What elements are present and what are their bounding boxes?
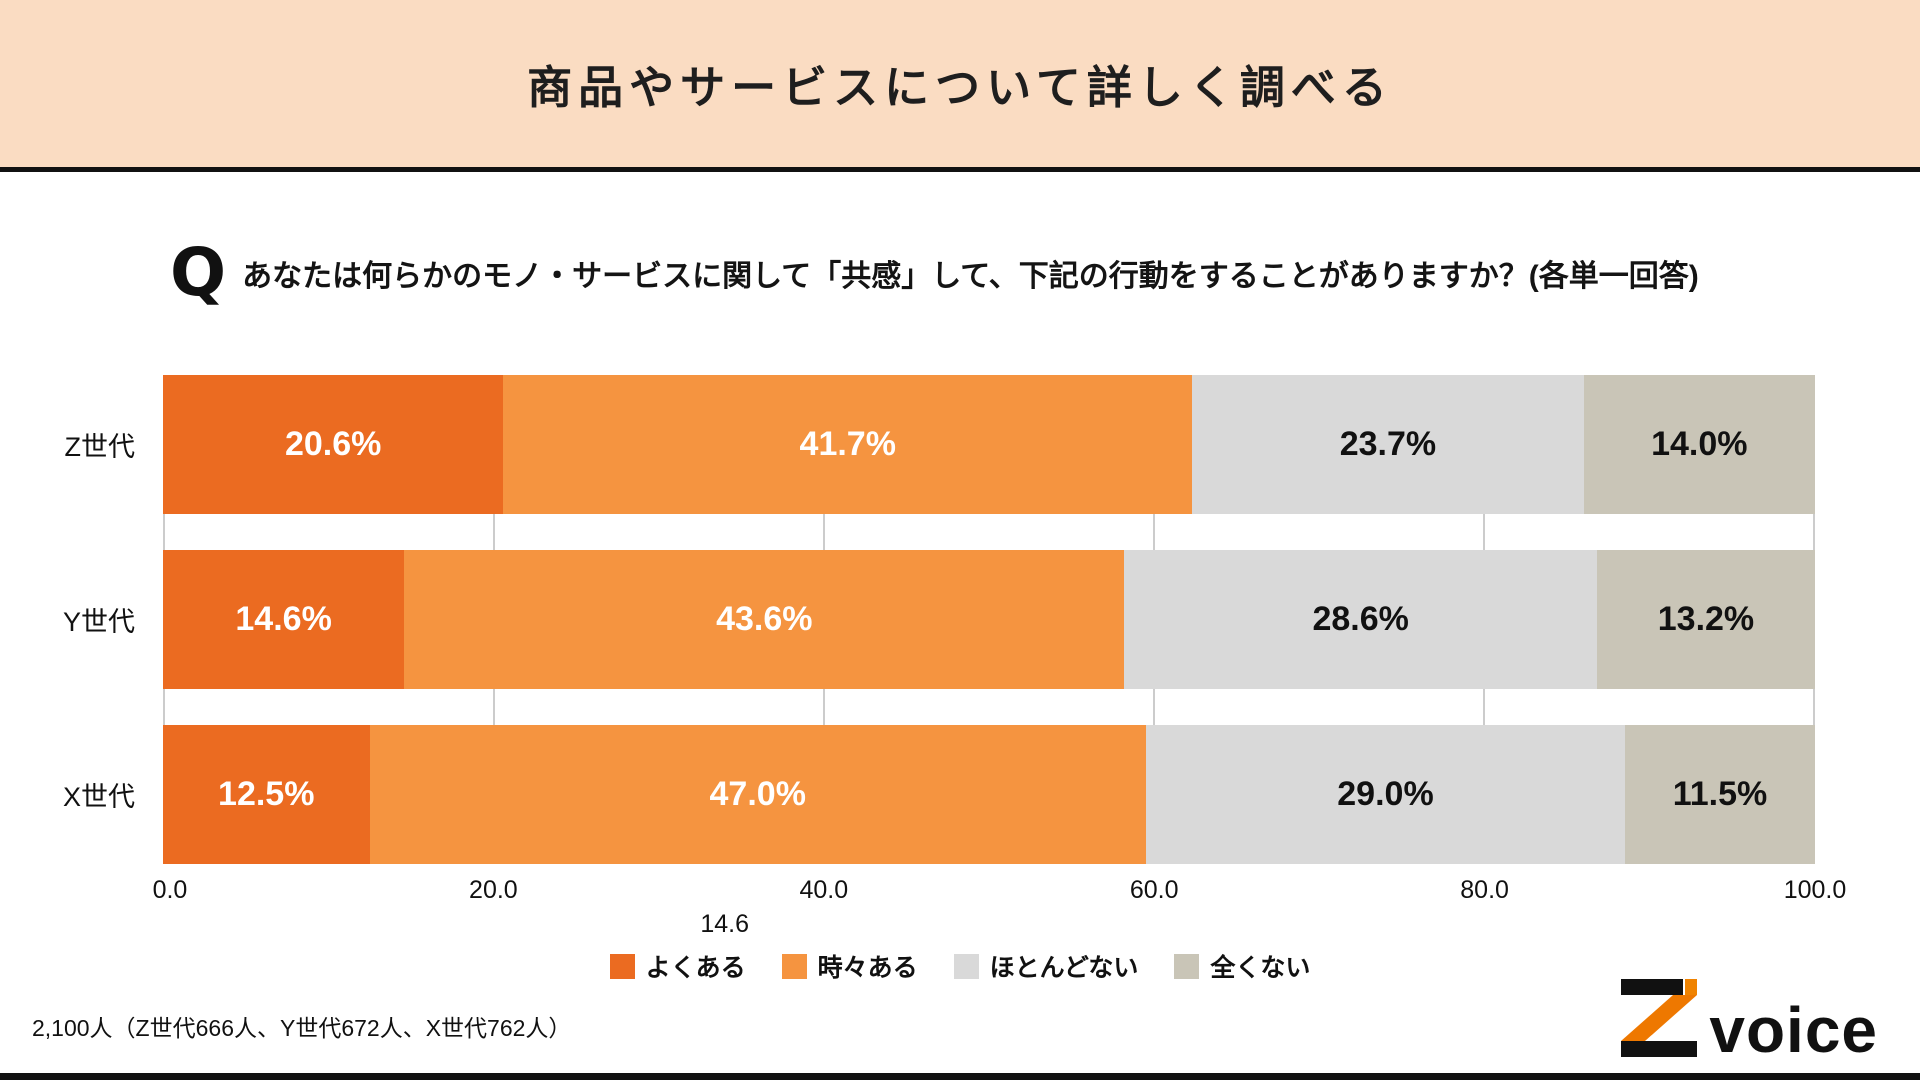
chart-row: Z世代 20.6% 41.7% 23.7% 14.0%: [0, 375, 1815, 515]
bar-value-label: 41.7%: [799, 425, 896, 464]
sample-size-note: 2,100人（Z世代666人、Y世代672人、X世代762人）: [32, 1015, 572, 1041]
bar-segment: 29.0%: [1145, 725, 1626, 865]
question-text: あなたは何らかのモノ・サービスに関して「共感」して、下記の行動をすることがありま…: [242, 259, 1699, 293]
question-icon: Q: [170, 234, 227, 311]
bar-segment: 47.0%: [369, 725, 1146, 865]
z-logo-icon: [1621, 979, 1698, 1057]
bar-track: 14.6% 43.6% 28.6% 13.2%: [163, 550, 1815, 690]
legend-item: ほとんどない: [953, 948, 1139, 984]
chart-row: X世代 12.5% 47.0% 29.0% 11.5%: [0, 725, 1815, 865]
category-label: X世代: [62, 782, 135, 813]
x-axis-tick: 60.0: [1129, 876, 1179, 905]
x-axis-tick: 0.0: [152, 876, 188, 905]
bar-segment: 13.2%: [1596, 550, 1815, 690]
legend: よくある 時々ある ほとんどない 全くない: [0, 948, 1920, 984]
bar-segment: 14.6%: [163, 550, 405, 690]
bar-value-label: 11.5%: [1672, 775, 1768, 814]
axis-annotation: 14.6: [163, 910, 1815, 940]
legend-label: よくある: [645, 954, 746, 983]
bar-value-label: 12.5%: [218, 775, 315, 814]
logo-text: voice: [1709, 993, 1878, 1066]
bar-track: 12.5% 47.0% 29.0% 11.5%: [163, 725, 1815, 865]
legend-item: 時々ある: [781, 948, 918, 984]
legend-label: ほとんどない: [989, 954, 1139, 983]
bar-value-label: 28.6%: [1312, 600, 1409, 639]
brand-logo: voice: [1621, 979, 1878, 1066]
bar-value-label: 47.0%: [709, 775, 806, 814]
header-banner: 商品やサービスについて詳しく調べる: [0, 0, 1920, 172]
question-row: Q あなたは何らかのモノ・サービスに関して「共感」して、下記の行動をすることがあ…: [170, 234, 1800, 311]
stacked-bar-chart: Z世代 20.6% 41.7% 23.7% 14.0% Y世代 14.6% 43.6% 28.6…: [0, 375, 1920, 984]
bar-segment: 20.6%: [163, 375, 504, 515]
x-axis: 0.0 20.0 40.0 60.0 80.0 100.0: [153, 876, 1847, 910]
bar-value-label: 14.6%: [235, 600, 332, 639]
bar-value-label: 20.6%: [284, 425, 382, 464]
bar-value-label: 23.7%: [1339, 425, 1437, 464]
category-label: Z世代: [64, 432, 136, 463]
x-axis-tick: 80.0: [1460, 876, 1509, 905]
legend-swatch: [781, 953, 807, 979]
bar-value-label: 13.2%: [1657, 600, 1755, 639]
bar-segment: 14.0%: [1583, 375, 1815, 515]
legend-label: 全くない: [1210, 954, 1311, 983]
x-axis-tick: 20.0: [469, 876, 518, 905]
legend-swatch: [609, 953, 635, 979]
legend-item: 全くない: [1174, 948, 1310, 984]
bar-segment: 41.7%: [503, 375, 1193, 515]
category-label: Y世代: [62, 607, 135, 638]
x-axis-tick: 40.0: [799, 876, 849, 905]
chart-row: Y世代 14.6% 43.6% 28.6% 13.2%: [0, 550, 1815, 690]
bar-segment: 11.5%: [1625, 725, 1815, 865]
bar-segment: 12.5%: [163, 725, 370, 865]
x-axis-tick: 100.0: [1783, 876, 1847, 905]
page-title: 商品やサービスについて詳しく調べる: [527, 62, 1393, 113]
chart-rows: Z世代 20.6% 41.7% 23.7% 14.0% Y世代 14.6% 43.6% 28.6…: [0, 375, 1815, 865]
bar-value-label: 43.6%: [716, 600, 813, 639]
bar-segment: 28.6%: [1124, 550, 1597, 690]
legend-swatch: [953, 953, 979, 979]
bar-track: 20.6% 41.7% 23.7% 14.0%: [163, 375, 1815, 515]
bar-value-label: 29.0%: [1337, 775, 1434, 814]
axis-annotation-label: 14.6: [700, 910, 750, 939]
legend-label: 時々ある: [817, 954, 918, 983]
bar-segment: 43.6%: [404, 550, 1125, 690]
bar-value-label: 14.0%: [1651, 425, 1748, 464]
legend-swatch: [1174, 953, 1200, 979]
legend-item: よくある: [609, 948, 746, 984]
bar-segment: 23.7%: [1192, 375, 1584, 515]
plot-area: Z世代 20.6% 41.7% 23.7% 14.0% Y世代 14.6% 43.6% 28.6…: [0, 375, 1815, 865]
